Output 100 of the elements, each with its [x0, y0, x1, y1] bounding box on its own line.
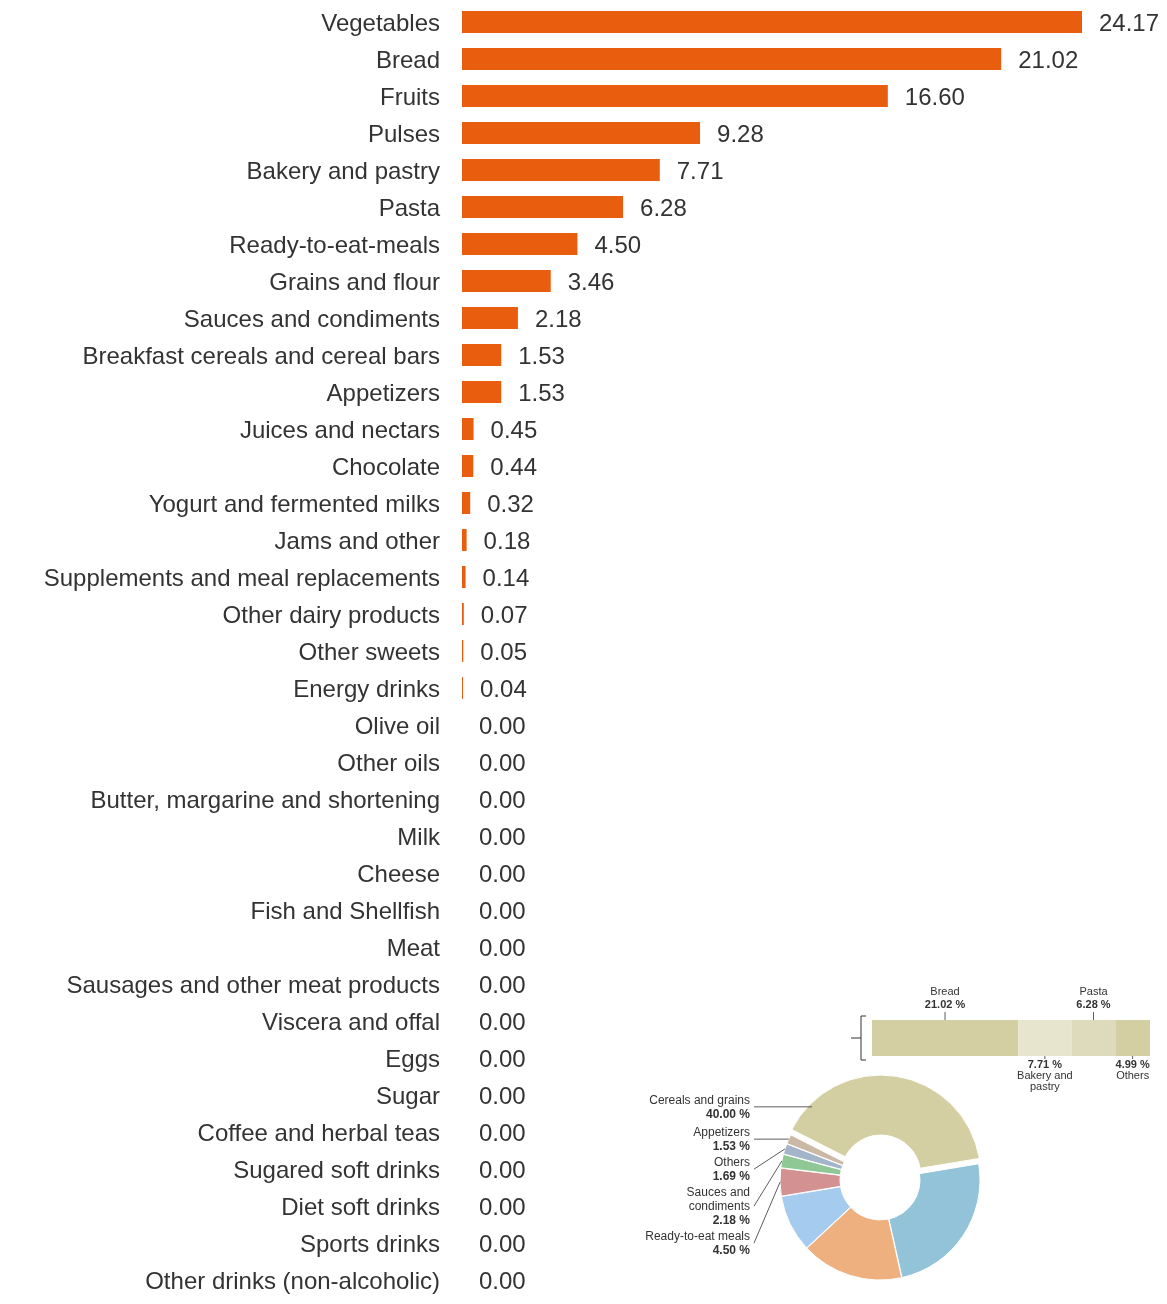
y-tick-label: Appetizers	[326, 378, 440, 406]
data-label: 2.18 %	[712, 1213, 751, 1228]
y-tick-label: Olive oil	[354, 711, 440, 739]
y-tick-label: Sugared soft drinks	[233, 1155, 440, 1183]
bar	[462, 196, 624, 218]
data-label: 0.00	[479, 1155, 526, 1183]
data-label: 1.53	[518, 378, 565, 406]
data-label: 0.44	[490, 452, 538, 480]
y-tick-label: Sausages and other meat products	[66, 970, 440, 998]
y-tick-label: Other drinks (non-alcoholic)	[145, 1266, 440, 1294]
data-label: 40.00 %	[705, 1106, 751, 1121]
series-label: Others	[1116, 1069, 1150, 1081]
data-label: 6.28	[640, 193, 687, 221]
data-label: 0.00	[479, 970, 526, 998]
data-label: 0.00	[479, 1229, 526, 1257]
data-label: 0.18	[483, 526, 531, 554]
bar	[462, 270, 551, 292]
y-tick-label: Chocolate	[331, 452, 440, 480]
bar	[462, 122, 701, 144]
data-label: 1.53 %	[712, 1139, 751, 1154]
y-tick-label: Vegetables	[321, 8, 440, 36]
data-label: 4.50	[594, 230, 642, 258]
y-tick-label: Sports drinks	[299, 1229, 440, 1257]
y-tick-label: Bread	[375, 45, 440, 73]
data-label: 2.18	[534, 304, 582, 332]
text: Bread	[930, 985, 960, 997]
data-label: 21.02 %	[924, 998, 966, 1010]
y-tick-label: Other oils	[337, 748, 440, 776]
data-label: 1.53	[518, 341, 565, 369]
bar	[462, 344, 502, 366]
data-label: 4.99 %	[1115, 1058, 1150, 1070]
data-label: 6.28 %	[1076, 998, 1111, 1010]
y-tick-label: Cheese	[357, 859, 440, 887]
y-tick-label: Meat	[386, 933, 441, 961]
bar	[1115, 1020, 1150, 1056]
slice-label: Sauces and condiments	[686, 1185, 750, 1214]
y-tick-label: Jams and other	[274, 526, 441, 554]
text: Pasta	[1079, 985, 1109, 997]
bar	[462, 529, 467, 551]
slice-label: Cereals and grains	[649, 1092, 750, 1107]
y-tick-label: Fish and Shellfish	[250, 896, 440, 924]
bar	[462, 48, 1002, 70]
series-label: Bakery and pastry	[1017, 1069, 1073, 1092]
data-label: 9.28	[717, 119, 764, 147]
y-tick-label: Diet soft drinks	[281, 1192, 440, 1220]
data-label: 0.07	[480, 600, 528, 628]
bar	[462, 492, 471, 514]
data-label: 0.00	[479, 1192, 526, 1220]
y-tick-label: Other sweets	[298, 637, 440, 665]
y-tick-label: Breakfast cereals and cereal bars	[82, 341, 440, 369]
data-label: 0.00	[479, 933, 526, 961]
data-label: 7.71	[676, 156, 724, 184]
data-label: 0.45	[490, 415, 538, 443]
data-label: 4.50 %	[712, 1243, 751, 1258]
data-label: 0.04	[480, 674, 527, 702]
y-tick-label: Sauces and condiments	[183, 304, 440, 332]
bar	[462, 455, 474, 477]
slice-label: Others	[713, 1155, 750, 1170]
data-label: 0.00	[479, 785, 526, 813]
data-label: 0.00	[479, 1266, 526, 1294]
data-label: 0.05	[480, 637, 527, 665]
y-tick-label: Milk	[397, 822, 441, 850]
y-tick-label: Other dairy products	[222, 600, 440, 628]
data-label: 0.14	[482, 563, 530, 591]
y-tick-label: Ready-to-eat-meals	[229, 230, 440, 258]
bar	[462, 233, 578, 255]
bar	[462, 566, 466, 588]
y-tick-label: Eggs	[385, 1044, 440, 1072]
slice-label: Appetizers	[693, 1125, 750, 1140]
bar	[462, 381, 502, 403]
y-tick-label: Yogurt and fermented milks	[148, 489, 440, 517]
y-tick-label: Pasta	[378, 193, 441, 221]
y-tick-label: Energy drinks	[293, 674, 440, 702]
data-label: 0.00	[479, 1118, 526, 1146]
y-tick-label: Grains and flour	[269, 267, 440, 295]
data-label: 16.60	[904, 82, 965, 110]
data-label: 0.00	[479, 1007, 526, 1035]
bar	[872, 1020, 1019, 1056]
y-tick-label: Supplements and meal replacements	[43, 563, 440, 591]
bar	[462, 85, 888, 107]
data-label: 0.00	[479, 711, 526, 739]
data-label: 0.00	[479, 748, 526, 776]
data-label: 3.46	[567, 267, 615, 295]
bar	[1018, 1020, 1072, 1056]
bar	[462, 11, 1082, 33]
y-tick-label: Bakery and pastry	[246, 156, 440, 184]
data-label: 21.02	[1018, 45, 1079, 73]
y-tick-label: Juices and nectars	[239, 415, 440, 443]
bar	[462, 418, 474, 440]
data-label: 0.32	[487, 489, 534, 517]
y-tick-label: Butter, margarine and shortening	[90, 785, 440, 813]
data-label: 1.69 %	[712, 1169, 751, 1184]
y-tick-label: Coffee and herbal teas	[197, 1118, 440, 1146]
data-label: 0.00	[479, 859, 526, 887]
y-tick-label: Viscera and offal	[262, 1007, 440, 1035]
data-label: 7.71 %	[1027, 1058, 1063, 1070]
bar	[462, 159, 660, 181]
y-tick-label: Sugar	[375, 1081, 440, 1109]
y-tick-label: Fruits	[380, 82, 440, 110]
slice-label: Ready-to-eat meals	[645, 1229, 750, 1244]
